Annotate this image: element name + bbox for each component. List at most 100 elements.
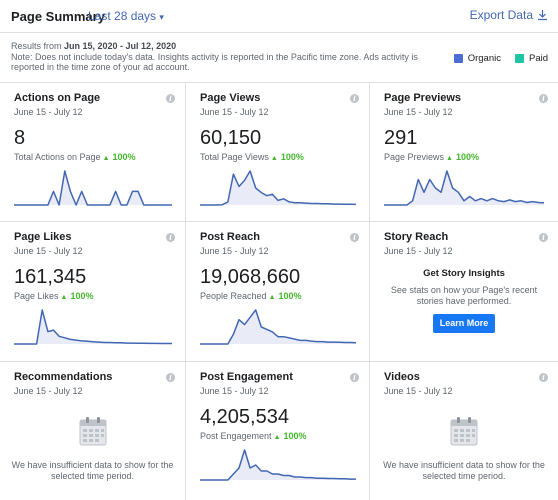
change-percent: 100% [70,291,94,301]
info-icon[interactable]: i [539,233,548,242]
export-data-button[interactable]: Export Data [470,8,548,22]
info-icon[interactable]: i [350,373,359,382]
card-date: June 15 - July 12 [384,107,453,117]
card-actions-on-page[interactable]: Actions on Page June 15 - July 12 i 8 To… [0,83,186,222]
card-subtitle: Page Likes ▲ 100% [14,291,94,301]
card-subtitle-label: Page Previews [384,152,445,162]
results-range: Jun 15, 2020 - Jul 12, 2020 [64,41,177,51]
card-title: Page Previews [384,92,462,104]
change-percent: 100% [280,152,304,162]
insufficient-data-message: We have insufficient data to show for th… [11,460,174,481]
card-value: 19,068,660 [200,266,301,288]
sparkline-chart [14,309,172,345]
card-title: Page Likes [14,231,72,243]
card-value: 291 [384,127,418,149]
card-subtitle: Post Engagement ▲ 100% [200,431,307,441]
sparkline-area [200,171,356,205]
sparkline-chart [14,170,172,206]
sparkline-area [14,310,172,344]
change-percent: 100% [455,152,479,162]
info-icon[interactable]: i [539,94,548,103]
results-notes: Results from Jun 15, 2020 - Jul 12, 2020… [11,41,431,73]
insights-grid: Actions on Page June 15 - July 12 i 8 To… [0,82,558,500]
card-value: 4,205,534 [200,406,289,428]
change-percent: 100% [278,291,302,301]
learn-more-button[interactable]: Learn More [433,314,495,333]
card-title: Recommendations [14,371,113,383]
info-icon[interactable]: i [350,94,359,103]
card-subtitle: Page Previews ▲ 100% [384,152,479,162]
sparkline-area [384,171,544,205]
sparkline-chart [200,170,356,206]
change-percent: 100% [112,152,136,162]
card-recommendations: Recommendations June 15 - July 12 i We h… [0,362,186,500]
card-date: June 15 - July 12 [14,107,83,117]
up-arrow-icon: ▲ [102,155,110,162]
sparkline-chart [384,170,544,206]
info-icon[interactable]: i [539,373,548,382]
card-page-views[interactable]: Page Views June 15 - July 12 i 60,150 To… [186,83,370,222]
card-date: June 15 - July 12 [384,386,453,396]
card-value: 161,345 [14,266,87,288]
sparkline-chart [200,309,356,345]
card-post-reach[interactable]: Post Reach June 15 - July 12 i 19,068,66… [186,222,370,362]
up-arrow-icon: ▲ [273,434,281,441]
legend-organic-label: Organic [467,53,501,64]
card-post-engagement[interactable]: Post Engagement June 15 - July 12 i 4,20… [186,362,370,500]
card-subtitle-label: Post Engagement [200,431,272,441]
sparkline-chart [200,449,356,481]
card-title: Page Views [200,92,261,104]
info-icon[interactable]: i [166,373,175,382]
card-title: Actions on Page [14,92,101,104]
legend-paid-label: Paid [528,53,548,64]
card-value: 60,150 [200,127,262,149]
info-icon[interactable]: i [166,94,175,103]
results-range-line: Results from Jun 15, 2020 - Jul 12, 2020 [11,41,431,52]
chevron-down-icon: ▾ [159,12,164,22]
sparkline-line [384,170,544,206]
up-arrow-icon: ▲ [270,155,278,162]
sparkline-line [200,309,356,345]
up-arrow-icon: ▲ [268,294,276,301]
up-arrow-icon: ▲ [60,294,68,301]
results-prefix: Results from [11,41,65,51]
download-icon [538,10,547,21]
card-subtitle: Total Actions on Page ▲ 100% [14,152,136,162]
story-insights-heading: Get Story Insights [423,268,505,279]
card-videos: Videos June 15 - July 12 i We have insuf… [370,362,558,500]
card-subtitle: People Reached ▲ 100% [200,291,302,301]
info-icon[interactable]: i [166,233,175,242]
card-date: June 15 - July 12 [200,107,269,117]
chart-legend: Organic Paid [446,53,548,64]
card-date: June 15 - July 12 [200,246,269,256]
paid-swatch [514,54,524,63]
timezone-note: Note: Does not include today's data. Ins… [11,51,418,73]
sparkline-line [200,170,356,206]
card-date: June 15 - July 12 [14,386,83,396]
sparkline-line [200,449,356,481]
card-page-likes[interactable]: Page Likes June 15 - July 12 i 161,345 P… [0,222,186,362]
card-subtitle-label: People Reached [200,291,267,301]
sparkline-line [14,170,172,206]
card-title: Post Engagement [200,371,293,383]
page-summary-header: Page Summary Last 28 days ▾ Export Data [0,0,558,33]
sparkline-area [200,450,356,480]
export-data-label: Export Data [469,8,533,22]
calendar-icon [79,417,106,446]
card-date: June 15 - July 12 [14,246,83,256]
card-title: Post Reach [200,231,260,243]
card-subtitle-label: Total Page Views [200,152,269,162]
card-page-previews[interactable]: Page Previews June 15 - July 12 i 291 Pa… [370,83,558,222]
up-arrow-icon: ▲ [446,155,453,162]
sparkline-line [14,309,172,345]
calendar-icon [450,417,478,446]
date-range-label: Last 28 days [88,9,157,23]
date-range-dropdown[interactable]: Last 28 days ▾ [88,9,164,23]
legend-paid: Paid [514,53,548,64]
legend-organic: Organic [453,53,501,64]
info-icon[interactable]: i [350,233,359,242]
card-value: 8 [14,127,26,149]
card-date: June 15 - July 12 [384,246,453,256]
story-insights-text: See stats on how your Page's recent stor… [390,285,538,306]
card-story-reach: Story Reach June 15 - July 12 i Get Stor… [370,222,558,362]
